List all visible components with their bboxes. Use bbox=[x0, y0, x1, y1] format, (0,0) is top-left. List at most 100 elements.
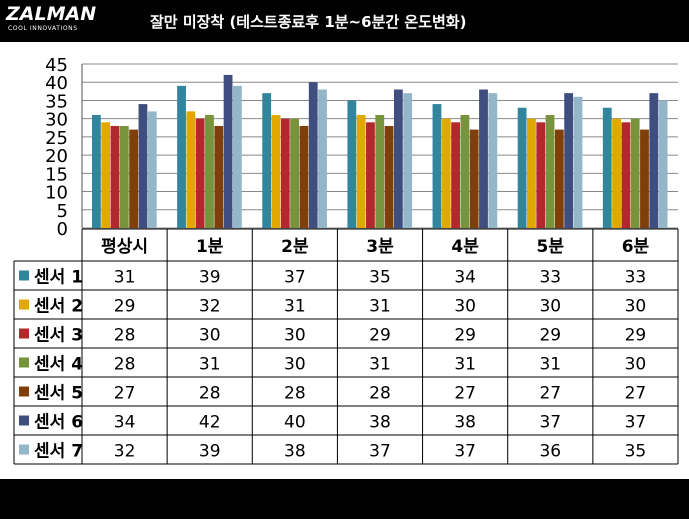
bar bbox=[232, 85, 242, 228]
data-label: 27 bbox=[625, 384, 647, 404]
data-label: 31 bbox=[539, 355, 561, 375]
data-label: 30 bbox=[284, 326, 306, 346]
bar bbox=[602, 107, 612, 228]
legend-label: 센서 2 bbox=[34, 297, 83, 317]
data-label: 35 bbox=[369, 268, 391, 288]
bar bbox=[630, 118, 640, 228]
legend-swatch bbox=[19, 328, 29, 339]
legend-swatch bbox=[19, 415, 29, 426]
bar bbox=[527, 118, 536, 228]
bar bbox=[403, 93, 413, 228]
legend-swatch bbox=[19, 444, 29, 455]
category-label: 6분 bbox=[622, 237, 650, 257]
y-tick-label: 20 bbox=[45, 146, 68, 167]
data-label: 39 bbox=[199, 442, 221, 462]
bar bbox=[640, 129, 649, 228]
bar bbox=[223, 74, 233, 229]
bar bbox=[271, 115, 281, 228]
data-label: 38 bbox=[454, 413, 476, 433]
bar bbox=[280, 118, 290, 228]
page-title: 잘만 미장착 (테스트종료후 1분~6분간 온도변화) bbox=[150, 13, 467, 31]
bar bbox=[205, 115, 214, 228]
bar bbox=[195, 118, 205, 228]
data-label: 30 bbox=[539, 297, 561, 317]
bar bbox=[299, 125, 309, 228]
data-label: 37 bbox=[539, 413, 561, 433]
data-label: 40 bbox=[284, 413, 306, 433]
header-bar: ZALMAN COOL INNOVATIONS 잘만 미장착 (테스트종료후 1… bbox=[0, 0, 689, 42]
bar bbox=[366, 122, 375, 228]
category-label: 5분 bbox=[537, 237, 565, 257]
legend-label: 센서 5 bbox=[34, 384, 83, 404]
y-tick-label: 10 bbox=[45, 183, 68, 204]
bar bbox=[101, 122, 111, 228]
logo-tagline: COOL INNOVATIONS bbox=[8, 25, 78, 32]
footer-bar bbox=[0, 479, 689, 519]
data-label: 38 bbox=[369, 413, 391, 433]
bar bbox=[147, 111, 157, 228]
data-label: 33 bbox=[539, 268, 561, 288]
data-label: 31 bbox=[199, 355, 221, 375]
bar bbox=[545, 115, 555, 228]
bar bbox=[621, 122, 631, 228]
data-label: 37 bbox=[454, 442, 476, 462]
legend-swatch bbox=[19, 270, 29, 281]
data-label: 39 bbox=[199, 268, 221, 288]
bar bbox=[469, 129, 479, 228]
bar bbox=[92, 115, 101, 228]
data-label: 28 bbox=[284, 384, 306, 404]
data-label: 27 bbox=[454, 384, 476, 404]
data-label: 29 bbox=[625, 326, 647, 346]
y-tick-label: 40 bbox=[45, 73, 68, 94]
bar bbox=[393, 89, 403, 228]
legend-swatch bbox=[19, 357, 29, 368]
bar bbox=[649, 93, 659, 228]
data-label: 38 bbox=[284, 442, 306, 462]
data-label: 28 bbox=[114, 326, 136, 346]
data-label: 30 bbox=[199, 326, 221, 346]
data-label: 32 bbox=[199, 297, 221, 317]
bar bbox=[262, 93, 272, 228]
data-label: 31 bbox=[369, 297, 391, 317]
data-label: 37 bbox=[284, 268, 306, 288]
data-label: 30 bbox=[625, 297, 647, 317]
bar bbox=[479, 89, 488, 228]
bar bbox=[214, 125, 224, 228]
data-label: 30 bbox=[454, 297, 476, 317]
data-label: 28 bbox=[114, 355, 136, 375]
data-label: 33 bbox=[625, 268, 647, 288]
category-label: 2분 bbox=[281, 237, 309, 257]
y-tick-label: 15 bbox=[45, 164, 68, 185]
data-label: 28 bbox=[369, 384, 391, 404]
y-tick-label: 5 bbox=[57, 201, 68, 222]
legend-label: 센서 3 bbox=[34, 326, 83, 346]
category-label: 1분 bbox=[196, 237, 224, 257]
bar bbox=[186, 111, 196, 228]
data-label: 27 bbox=[539, 384, 561, 404]
data-label: 29 bbox=[454, 326, 476, 346]
bar bbox=[290, 118, 300, 228]
data-label: 42 bbox=[199, 413, 221, 433]
category-label: 평상시 bbox=[101, 237, 148, 257]
y-tick-label: 35 bbox=[45, 91, 68, 112]
data-label: 30 bbox=[625, 355, 647, 375]
data-label: 34 bbox=[114, 413, 136, 433]
bar bbox=[384, 125, 394, 228]
bar bbox=[318, 89, 327, 228]
bar bbox=[564, 93, 574, 228]
legend-label: 센서 1 bbox=[34, 268, 83, 288]
category-label: 4분 bbox=[451, 237, 479, 257]
data-label: 36 bbox=[539, 442, 561, 462]
legend-swatch bbox=[19, 386, 29, 397]
bar bbox=[432, 104, 442, 228]
legend-swatch bbox=[19, 299, 29, 310]
bar bbox=[517, 107, 527, 228]
bar bbox=[119, 125, 129, 228]
legend-label: 센서 7 bbox=[34, 442, 83, 462]
data-label: 31 bbox=[369, 355, 391, 375]
y-tick-label: 25 bbox=[45, 128, 68, 149]
data-label: 32 bbox=[114, 442, 136, 462]
bar bbox=[375, 115, 385, 228]
bar bbox=[536, 122, 546, 228]
